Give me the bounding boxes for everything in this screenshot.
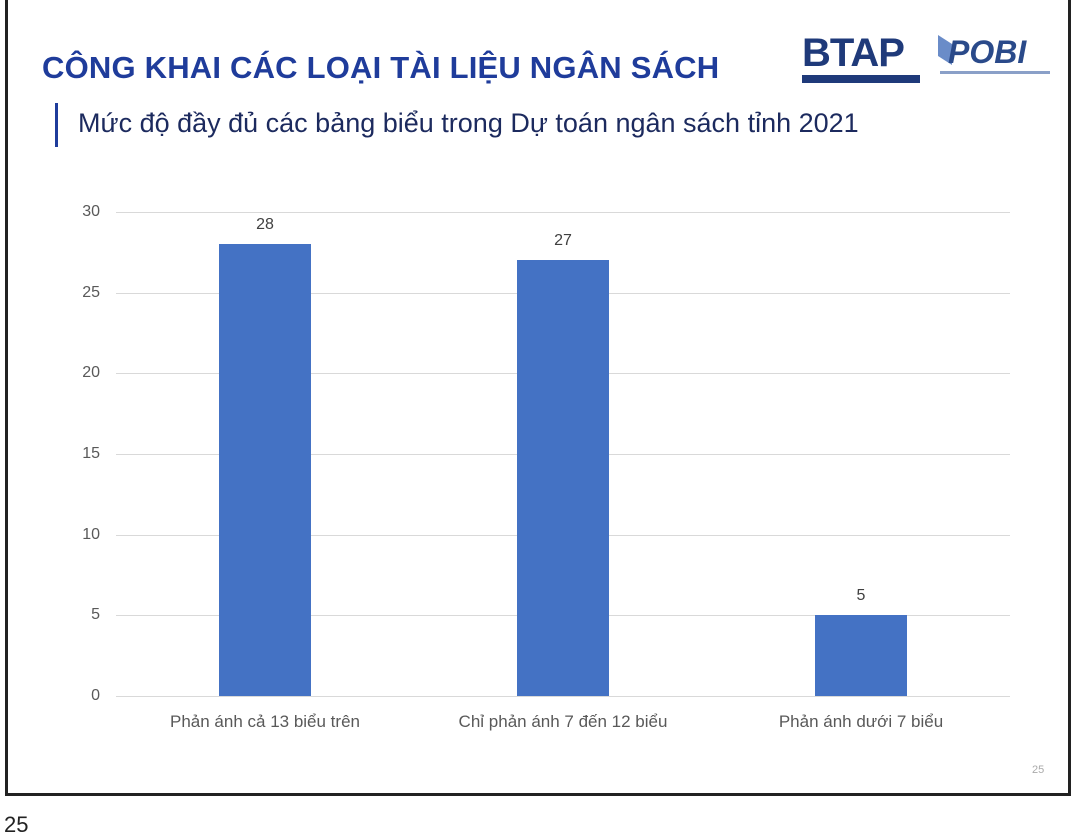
y-axis-tick-label: 20 <box>82 364 100 382</box>
y-axis-tick-label: 0 <box>91 687 100 704</box>
bar <box>815 615 907 696</box>
btap-logo: BTAP <box>802 33 922 83</box>
slide-title: CÔNG KHAI CÁC LOẠI TÀI LIỆU NGÂN SÁCH <box>42 50 720 85</box>
y-axis-tick-label: 15 <box>82 445 100 462</box>
y-axis-tick-label: 30 <box>82 203 100 220</box>
bar-value-label: 28 <box>256 216 274 234</box>
bar <box>517 260 609 696</box>
pobi-logo: POBI <box>938 33 1053 83</box>
pobi-mark-icon <box>938 35 952 65</box>
x-axis-category-label: Phản ánh dưới 7 biểu <box>778 712 944 731</box>
y-axis-tick-label: 5 <box>91 606 100 624</box>
x-axis-category-label: Phản ánh cả 13 biểu trên <box>170 712 360 731</box>
page-number: 25 <box>4 812 29 837</box>
gridline <box>116 212 1010 213</box>
slide-number: 25 <box>1032 764 1045 776</box>
gridline <box>116 696 1010 697</box>
bar <box>219 244 311 696</box>
y-axis-tick-label: 25 <box>82 283 100 301</box>
chart-subtitle: Mức độ đầy đủ các bảng biểu trong Dự toá… <box>78 108 859 138</box>
x-axis-category-label: Chỉ phản ánh 7 đến 12 biểu <box>458 712 668 731</box>
bar-value-label: 27 <box>554 232 572 250</box>
y-axis-tick-label: 10 <box>82 525 100 543</box>
subtitle-accent-bar <box>55 103 58 147</box>
bar-value-label: 5 <box>856 587 866 605</box>
